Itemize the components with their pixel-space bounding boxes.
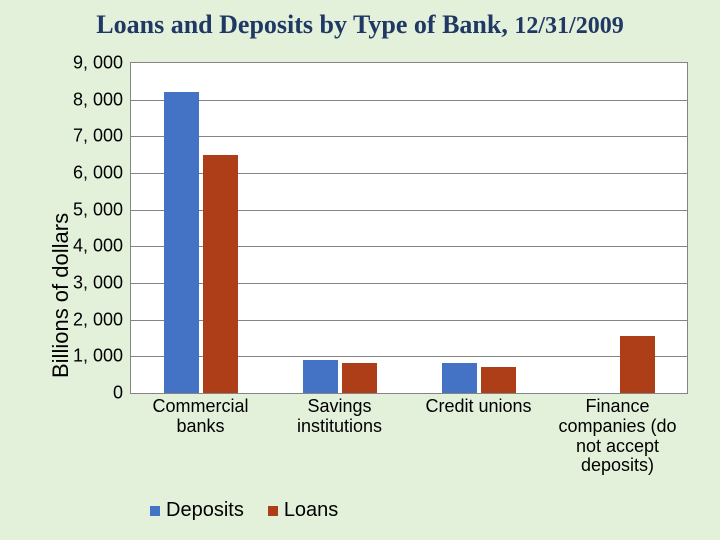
x-category-label: Commercial banks xyxy=(131,397,270,437)
legend-label: Loans xyxy=(284,499,339,522)
x-category-label: Finance companies (do not accept deposit… xyxy=(548,397,687,476)
bar-loans xyxy=(342,363,377,393)
title-main: Loans and Deposits by Type of Bank, xyxy=(96,10,514,39)
legend: Deposits Loans xyxy=(150,499,338,522)
bar-deposits xyxy=(442,363,477,393)
y-tick-label: 3, 000 xyxy=(73,273,123,294)
y-tick-label: 6, 000 xyxy=(73,163,123,184)
y-tick-label: 1, 000 xyxy=(73,346,123,367)
legend-swatch xyxy=(268,506,278,516)
y-tick-label: 5, 000 xyxy=(73,199,123,220)
bar-deposits xyxy=(164,92,199,393)
y-tick-label: 4, 000 xyxy=(73,236,123,257)
y-tick-label: 8, 000 xyxy=(73,89,123,110)
chart-area: Billions of dollars 01, 0002, 0003, 0004… xyxy=(40,58,690,528)
slide: Loans and Deposits by Type of Bank, 12/3… xyxy=(0,0,720,540)
plot-region: 01, 0002, 0003, 0004, 0005, 0006, 0007, … xyxy=(130,62,688,394)
legend-swatch xyxy=(150,506,160,516)
legend-item: Loans xyxy=(268,499,339,522)
gridline xyxy=(131,136,687,137)
gridline xyxy=(131,100,687,101)
legend-item: Deposits xyxy=(150,499,244,522)
bar-loans xyxy=(620,336,655,393)
y-axis-label: Billions of dollars xyxy=(48,213,74,378)
slide-title: Loans and Deposits by Type of Bank, 12/3… xyxy=(0,10,720,40)
bar-loans xyxy=(481,367,516,393)
y-tick-label: 2, 000 xyxy=(73,309,123,330)
title-date: 12/31/2009 xyxy=(514,13,623,39)
x-category-label: Credit unions xyxy=(409,397,548,417)
x-category-label: Savings institutions xyxy=(270,397,409,437)
legend-label: Deposits xyxy=(166,499,244,522)
y-tick-label: 7, 000 xyxy=(73,126,123,147)
bar-loans xyxy=(203,155,238,393)
bar-deposits xyxy=(303,360,338,393)
y-tick-label: 0 xyxy=(113,383,123,404)
y-tick-label: 9, 000 xyxy=(73,53,123,74)
